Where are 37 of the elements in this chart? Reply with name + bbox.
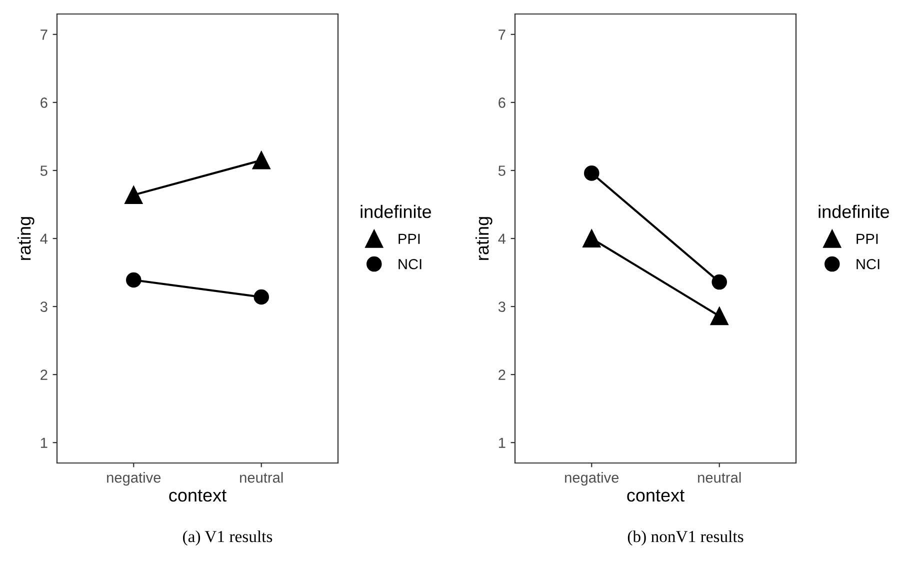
- y-tick-label: 6: [40, 98, 48, 108]
- x-tick-label: negative: [107, 472, 161, 486]
- point: [584, 166, 600, 181]
- legend-label: PPI: [398, 234, 420, 244]
- y-tick-label: 2: [40, 370, 48, 380]
- y-tick-label: 3: [498, 302, 506, 312]
- y-axis-title: rating: [17, 217, 34, 260]
- legend-label: PPI: [856, 234, 878, 244]
- text: (a) V1 results: [183, 530, 272, 546]
- x-tick-label: neutral: [698, 472, 741, 483]
- text: (b) nonV1 results: [628, 530, 744, 546]
- y-tick-label: 1: [498, 438, 506, 448]
- x-tick-label: negative: [565, 472, 619, 486]
- point: [254, 289, 270, 305]
- x-axis-title: context: [169, 490, 226, 502]
- legend-title: indefinite: [360, 204, 432, 218]
- y-tick-label: 4: [40, 234, 48, 244]
- legend-label: NCI: [398, 258, 422, 270]
- x-axis-title: context: [627, 490, 684, 502]
- y-tick-label: 3: [40, 302, 48, 312]
- y-tick-label: 4: [498, 234, 506, 244]
- legend-label: NCI: [856, 258, 880, 270]
- point: [126, 272, 142, 288]
- y-tick-label: 7: [40, 30, 48, 40]
- y-tick-label: 2: [498, 370, 506, 380]
- point: [712, 274, 728, 290]
- legend-title: indefinite: [818, 204, 890, 218]
- point: [710, 307, 728, 326]
- y-tick-label: 7: [498, 30, 506, 40]
- y-tick-label: 1: [40, 438, 48, 448]
- point: [252, 151, 270, 170]
- y-axis-title: rating: [475, 217, 492, 260]
- y-tick-label: 6: [498, 98, 506, 108]
- y-tick-label: 5: [498, 166, 506, 176]
- y-tick-label: 5: [40, 166, 48, 176]
- x-tick-label: neutral: [240, 472, 283, 483]
- point: [124, 186, 143, 204]
